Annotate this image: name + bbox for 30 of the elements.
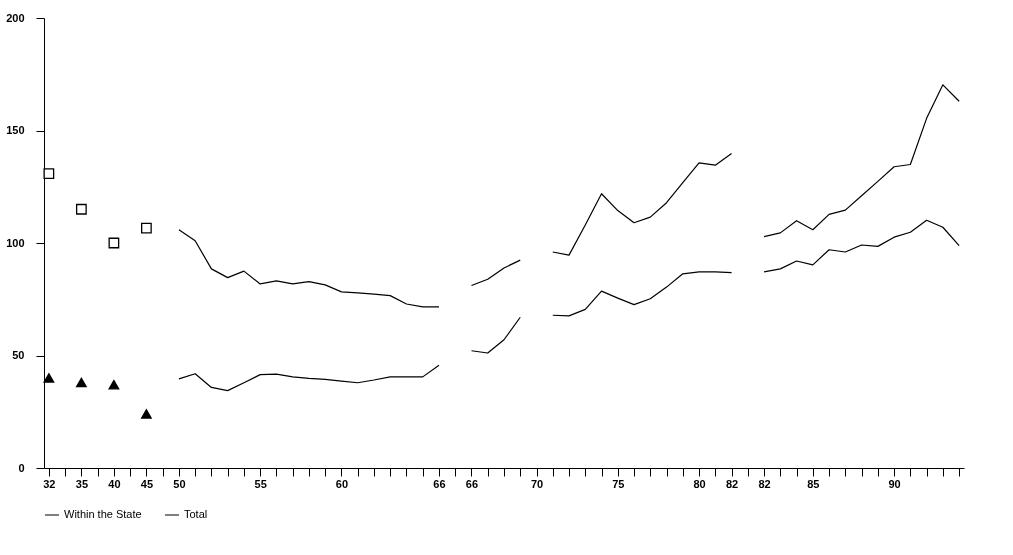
y-tick-label: 0	[18, 461, 25, 474]
x-tick-label: 40	[108, 477, 121, 490]
x-tick-label: 85	[807, 477, 820, 490]
y-tick-label: 150	[6, 124, 25, 136]
x-tick-label: 50	[173, 477, 186, 490]
x-tick-label: 45	[140, 477, 154, 490]
point	[108, 379, 120, 390]
x-tick-label: 35	[75, 477, 89, 490]
point	[75, 203, 87, 215]
point	[75, 377, 87, 388]
point	[141, 409, 152, 419]
x-tick-label: 80	[693, 477, 706, 490]
y-tick-label: 100	[6, 236, 25, 249]
legend-label: Within the State	[64, 508, 142, 520]
x-tick-label: 32	[43, 477, 56, 490]
x-tick-label: 75	[612, 477, 625, 490]
x-tick-label: 66	[465, 477, 479, 490]
point	[43, 373, 55, 383]
y-tick-label: 50	[12, 349, 25, 361]
x-tick-label: 60	[335, 477, 349, 490]
x-tick-label: 55	[254, 477, 267, 490]
point	[141, 222, 152, 234]
y-tick-label: 200	[6, 11, 25, 24]
x-tick-label: 82	[758, 477, 771, 490]
x-tick-label: 66	[433, 477, 446, 490]
x-tick-label: 90	[888, 477, 901, 490]
legend-label: Total	[184, 508, 208, 520]
point	[43, 168, 55, 180]
x-tick-label: 82	[725, 477, 739, 490]
x-tick-label: 70	[530, 477, 544, 490]
